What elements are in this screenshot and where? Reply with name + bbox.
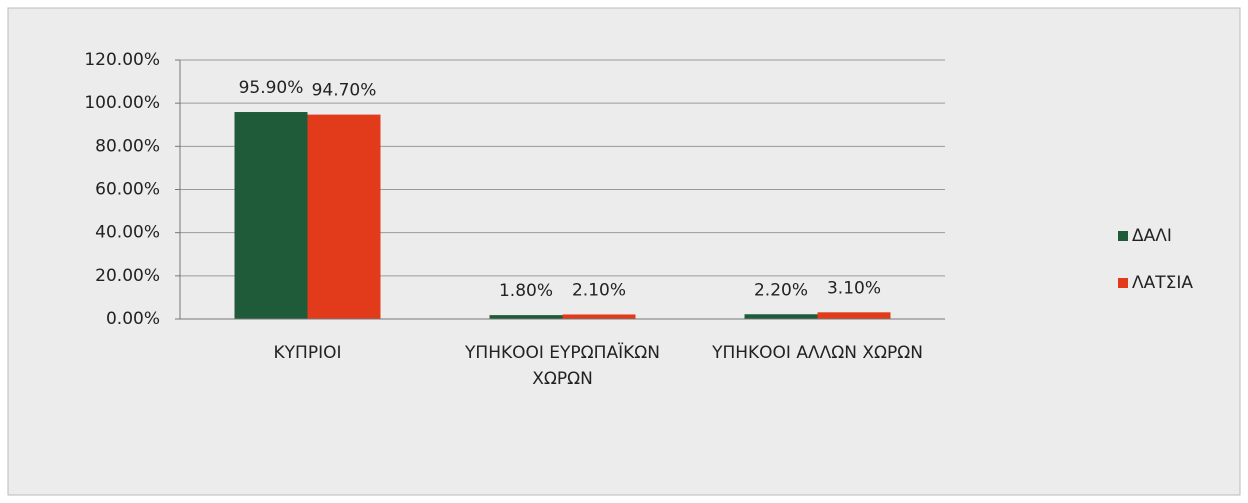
y-tick-label: 40.00% — [95, 223, 160, 243]
x-tick-label: ΚΥΠΡΙΟΙ — [273, 343, 342, 363]
y-tick-label: 60.00% — [95, 180, 160, 200]
bar — [817, 312, 891, 319]
data-label: 1.80% — [499, 281, 553, 301]
chart-background — [7, 7, 1241, 496]
legend-swatch — [1118, 278, 1128, 288]
bar — [744, 314, 818, 319]
legend-label: ΛΑΤΣΙΑ — [1132, 273, 1193, 293]
data-label: 3.10% — [827, 278, 881, 298]
data-label: 94.70% — [312, 81, 377, 101]
x-tick-label: ΥΠΗΚΟΟΙ ΕΥΡΩΠΑΪΚΩΝ ΧΩΡΩΝ — [465, 343, 660, 389]
bar — [234, 112, 308, 319]
x-tick-label: ΥΠΗΚΟΟΙ ΑΛΛΩΝ ΧΩΡΩΝ — [712, 343, 923, 363]
y-tick-label: 120.00% — [84, 50, 160, 70]
data-label: 2.10% — [572, 280, 626, 300]
legend-label: ΔΑΛΙ — [1132, 226, 1172, 246]
y-tick-label: 100.00% — [84, 93, 160, 113]
data-label: 2.20% — [754, 280, 808, 300]
bar — [489, 315, 563, 319]
bar — [307, 114, 381, 319]
y-tick-label: 0.00% — [106, 309, 160, 329]
data-label: 95.90% — [239, 78, 304, 98]
y-tick-label: 20.00% — [95, 266, 160, 286]
bar — [562, 314, 636, 319]
y-tick-label: 80.00% — [95, 136, 160, 156]
legend-swatch — [1118, 231, 1128, 241]
